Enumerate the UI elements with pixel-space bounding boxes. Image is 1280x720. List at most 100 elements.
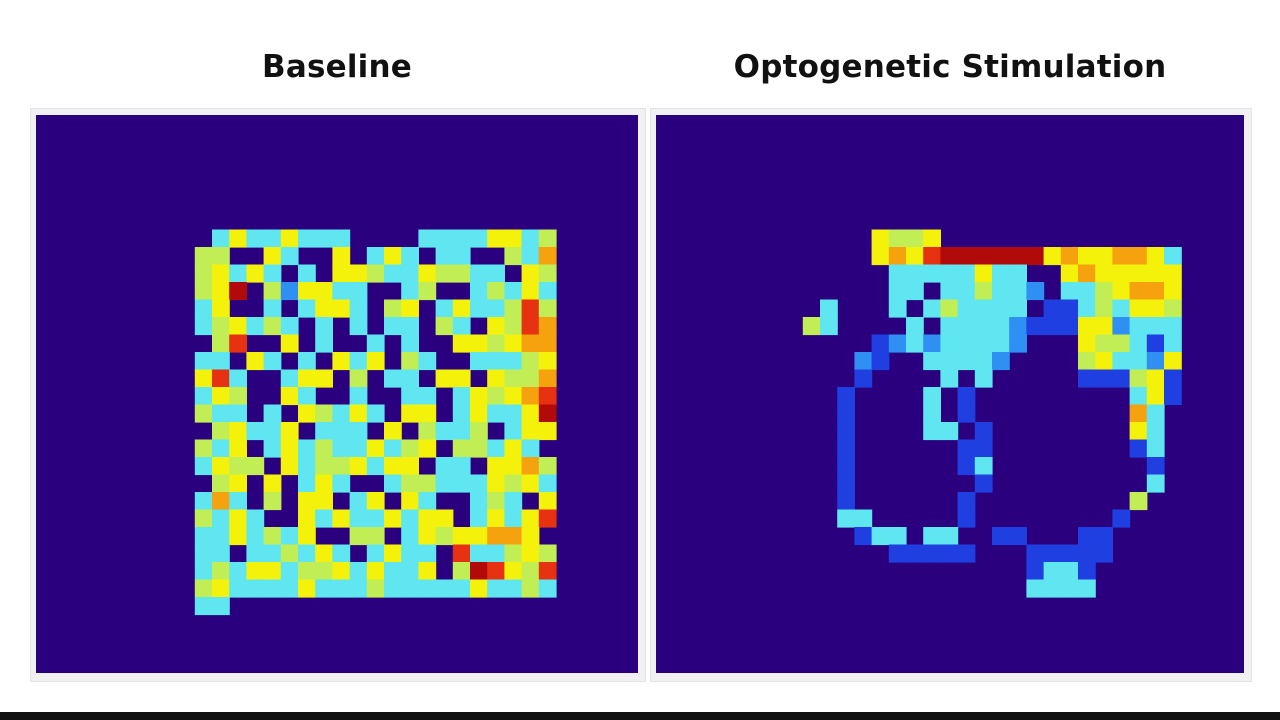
baseline-cell xyxy=(418,474,437,493)
baseline-cell xyxy=(538,544,557,563)
baseline-cell xyxy=(470,264,488,283)
baseline-cell xyxy=(194,597,213,616)
baseline-cell xyxy=(194,299,213,318)
stimulation-cell xyxy=(923,352,941,371)
baseline-cell xyxy=(194,317,213,336)
baseline-cell xyxy=(366,404,385,423)
baseline-cell xyxy=(229,527,247,546)
stimulation-cell xyxy=(974,457,993,476)
baseline-cell xyxy=(229,229,247,248)
stimulation-cell xyxy=(871,247,890,266)
baseline-cell xyxy=(212,404,230,423)
baseline-cell xyxy=(246,544,265,563)
stimulation-cell xyxy=(1078,317,1096,336)
baseline-cell xyxy=(435,474,454,493)
stimulation-cell xyxy=(940,369,959,388)
baseline-cell xyxy=(504,562,523,581)
baseline-cell xyxy=(194,509,213,528)
baseline-cell xyxy=(521,387,540,406)
stimulation-cell xyxy=(871,527,890,546)
baseline-cell xyxy=(538,492,557,511)
baseline-cell xyxy=(504,579,523,598)
baseline-cell xyxy=(280,457,299,476)
baseline-cell xyxy=(401,404,419,423)
baseline-cell xyxy=(521,579,540,598)
baseline-cell xyxy=(487,544,505,563)
stimulation-cell xyxy=(837,474,855,493)
stimulation-cell xyxy=(1112,264,1131,283)
baseline-cell xyxy=(521,247,540,266)
stimulation-cell xyxy=(1009,247,1027,266)
baseline-cell xyxy=(246,527,265,546)
baseline-cell xyxy=(538,369,557,388)
baseline-cell xyxy=(384,579,402,598)
stimulation-cell xyxy=(1043,317,1062,336)
baseline-cell xyxy=(298,352,316,371)
baseline-cell xyxy=(470,334,488,353)
baseline-cell xyxy=(452,264,471,283)
baseline-cell xyxy=(298,404,316,423)
baseline-cell xyxy=(349,579,368,598)
baseline-cell xyxy=(487,527,505,546)
baseline-cell xyxy=(212,282,230,301)
baseline-cell xyxy=(401,387,419,406)
stimulation-cell xyxy=(1095,317,1113,336)
baseline-cell xyxy=(315,457,333,476)
stimulation-cell xyxy=(1146,422,1165,441)
stimulation-cell xyxy=(1026,282,1045,301)
stimulation-cell xyxy=(1129,387,1148,406)
baseline-cell xyxy=(504,509,523,528)
baseline-cell xyxy=(401,369,419,388)
baseline-cell xyxy=(401,579,419,598)
baseline-cell xyxy=(487,439,505,458)
baseline-cell xyxy=(452,404,471,423)
stimulation-cell xyxy=(923,229,941,248)
baseline-cell xyxy=(246,264,265,283)
baseline-cell xyxy=(384,264,402,283)
baseline-cell xyxy=(401,282,419,301)
baseline-cell xyxy=(452,457,471,476)
baseline-cell xyxy=(435,317,454,336)
baseline-cell xyxy=(315,544,333,563)
baseline-cell xyxy=(521,264,540,283)
stimulation-cell xyxy=(854,369,873,388)
baseline-cell xyxy=(229,422,247,441)
baseline-cell xyxy=(384,439,402,458)
baseline-cell xyxy=(435,527,454,546)
baseline-cell xyxy=(470,544,488,563)
stimulation-cell xyxy=(1078,282,1096,301)
stimulation-cell xyxy=(888,229,907,248)
baseline-cell xyxy=(212,509,230,528)
baseline-cell xyxy=(504,352,523,371)
baseline-cell xyxy=(452,562,471,581)
stimulation-cell xyxy=(1060,247,1079,266)
stimulation-cell xyxy=(1026,562,1045,581)
baseline-cell xyxy=(521,562,540,581)
stimulation-cell xyxy=(854,527,873,546)
stimulation-cell xyxy=(1146,352,1165,371)
stimulation-cell xyxy=(992,247,1010,266)
baseline-cell xyxy=(229,579,247,598)
stimulation-cell xyxy=(888,527,907,546)
stimulation-cell xyxy=(1146,457,1165,476)
baseline-cell xyxy=(229,404,247,423)
stimulation-cell xyxy=(1078,264,1096,283)
stimulation-cell xyxy=(906,264,924,283)
baseline-cell xyxy=(315,422,333,441)
baseline-cell xyxy=(280,317,299,336)
baseline-cell xyxy=(212,562,230,581)
stimulation-cell xyxy=(974,474,993,493)
stimulation-heatmap xyxy=(656,115,1244,673)
baseline-cell xyxy=(298,527,316,546)
stimulation-cell xyxy=(1129,404,1148,423)
stimulation-cell xyxy=(957,544,976,563)
stimulation-cell xyxy=(940,527,959,546)
stimulation-cell xyxy=(1078,562,1096,581)
stimulation-cell xyxy=(1009,282,1027,301)
baseline-cell xyxy=(366,562,385,581)
stimulation-cell xyxy=(837,422,855,441)
baseline-cell xyxy=(401,439,419,458)
baseline-cell xyxy=(401,474,419,493)
stimulation-cell xyxy=(923,264,941,283)
baseline-cell xyxy=(212,247,230,266)
